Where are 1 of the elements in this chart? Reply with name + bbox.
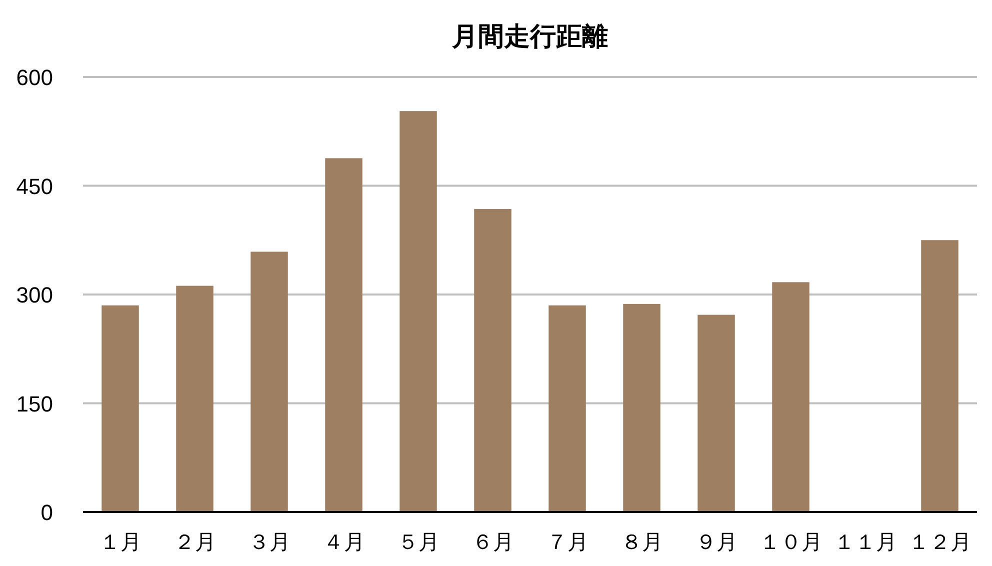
title: 月間走行距離 [452,21,608,51]
